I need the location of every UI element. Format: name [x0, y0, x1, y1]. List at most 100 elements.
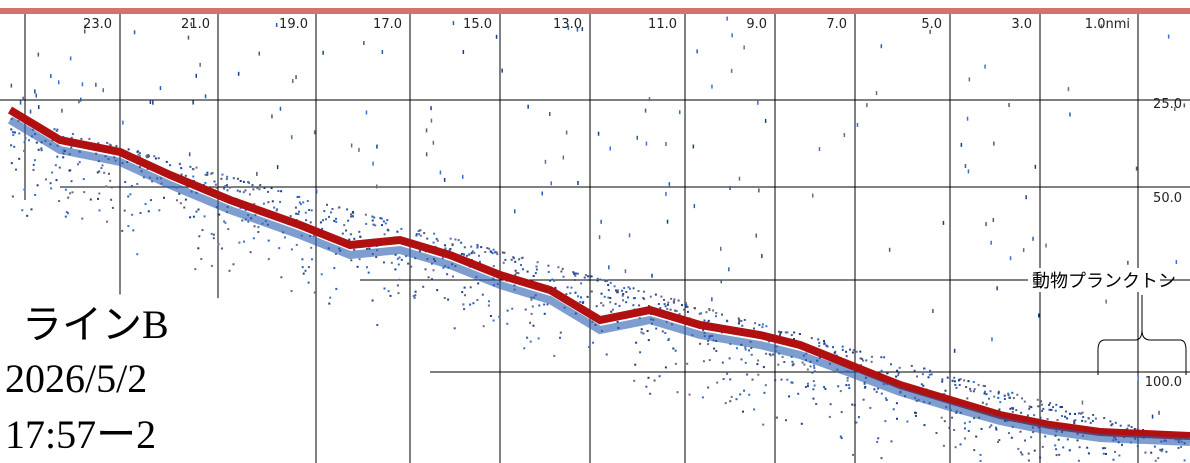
speck [305, 219, 308, 222]
speck [967, 169, 970, 174]
speck [609, 301, 612, 304]
speck [322, 50, 324, 55]
speck [184, 198, 187, 201]
speck [685, 304, 688, 307]
speck [763, 391, 766, 394]
speck [855, 421, 858, 424]
speck [750, 347, 753, 349]
speck [64, 215, 67, 218]
speck [78, 161, 81, 164]
speck [955, 386, 958, 389]
speck [490, 250, 493, 253]
speck [715, 312, 718, 314]
speck [1109, 420, 1112, 423]
speck [632, 287, 635, 290]
speck [884, 420, 887, 423]
speck [258, 51, 260, 56]
speck [430, 118, 433, 123]
speck [562, 275, 565, 278]
speck [203, 215, 206, 218]
speck [758, 188, 760, 193]
speck [1081, 419, 1084, 422]
speck [102, 88, 104, 93]
speck [383, 261, 385, 264]
speck [726, 372, 729, 375]
speck [774, 379, 777, 382]
speck [989, 390, 992, 393]
speck [677, 299, 680, 302]
speck [577, 181, 579, 185]
speck [18, 132, 21, 135]
speck [969, 387, 972, 390]
speck [862, 398, 865, 401]
speck [376, 144, 378, 149]
speck [1026, 414, 1029, 417]
speck [480, 246, 483, 249]
speck [432, 241, 435, 244]
speck [187, 35, 190, 40]
speck [627, 296, 629, 299]
speck [108, 172, 110, 175]
speck [431, 278, 433, 281]
speck [983, 385, 986, 388]
speck [1064, 415, 1067, 418]
speck [380, 217, 383, 220]
speck [637, 290, 640, 292]
speck [975, 435, 978, 438]
speck [885, 399, 888, 401]
speck [106, 220, 109, 223]
speck [973, 388, 976, 391]
speck [452, 21, 455, 26]
speck [127, 225, 130, 228]
distance-label: 17.0 [373, 17, 402, 32]
speck [109, 179, 112, 182]
speck [237, 177, 239, 180]
speck [606, 279, 609, 282]
speck [197, 247, 200, 250]
speck [309, 221, 312, 224]
speck [415, 234, 418, 237]
speck [346, 208, 349, 211]
speck [537, 337, 540, 340]
speck [64, 188, 67, 191]
speck [133, 30, 136, 35]
speck [967, 430, 970, 432]
speck [36, 184, 39, 187]
speck [699, 342, 702, 345]
speck [373, 216, 376, 219]
speck [740, 358, 743, 361]
speck [1036, 398, 1039, 401]
speck [923, 367, 925, 370]
speck [368, 247, 371, 250]
speck [848, 384, 850, 387]
speck [294, 206, 297, 209]
speck [638, 304, 641, 307]
speck [756, 363, 759, 366]
speck [217, 243, 220, 246]
speck [82, 178, 85, 181]
speck [880, 369, 883, 372]
speck [211, 172, 214, 174]
speck [195, 73, 197, 78]
speck [482, 325, 485, 328]
speck [267, 190, 270, 193]
speck [845, 384, 848, 387]
speck [22, 96, 24, 101]
speck [532, 275, 535, 277]
speck [457, 239, 460, 242]
speck [253, 225, 256, 228]
speck [1033, 449, 1036, 452]
speck [826, 345, 829, 348]
speck [1081, 400, 1084, 405]
speck [840, 437, 843, 440]
speck [988, 426, 991, 429]
speck [837, 385, 840, 388]
speck [397, 263, 400, 266]
distance-label: 13.0 [553, 17, 582, 32]
speck [189, 216, 192, 219]
speck [951, 379, 954, 382]
speck [226, 175, 229, 178]
speck [179, 162, 182, 165]
speck [190, 22, 192, 27]
speck [136, 253, 139, 256]
